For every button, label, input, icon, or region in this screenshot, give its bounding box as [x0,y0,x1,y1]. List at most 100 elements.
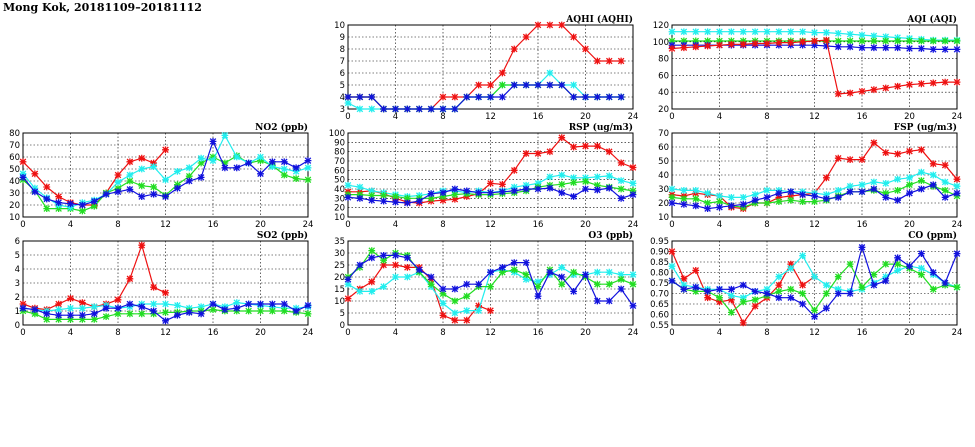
data-point [570,193,578,200]
data-point [870,86,878,94]
data-point [882,194,890,201]
data-point [739,281,747,289]
data-point [126,186,134,193]
data-point [475,280,483,288]
data-point [941,78,949,86]
data-point [162,289,169,297]
chart-title: RSP (ug/m3) [569,122,633,133]
data-point [114,296,122,304]
y-tick-label: 0 [15,321,20,331]
data-point [704,205,712,212]
y-tick-label: 5 [340,309,345,319]
data-point [344,93,352,101]
data-point [906,147,913,155]
data-point [870,32,878,40]
data-point [78,201,86,209]
data-point [498,264,506,271]
data-point [380,252,388,259]
data-point [233,164,241,172]
data-point [605,184,613,192]
data-point [522,276,530,283]
data-point [680,195,688,203]
data-point [692,28,700,36]
data-point [173,302,181,309]
data-point [775,194,783,201]
data-point [716,37,723,45]
x-tick-label: 16 [533,328,544,338]
x-tick-label: 4 [68,328,73,338]
data-point [380,197,388,205]
data-point [929,37,937,45]
data-point [570,143,578,151]
data-point [894,37,902,45]
data-point [534,185,542,193]
x-tick-label: 4 [717,328,722,338]
data-point [605,148,613,156]
data-point [43,316,51,323]
data-point [727,292,735,299]
data-point [811,273,818,281]
data-point [344,276,352,283]
data-point [882,277,890,285]
data-point [102,304,110,312]
y-tick-label: 9 [340,33,345,43]
data-point [811,41,818,49]
data-point [716,285,723,293]
y-tick-label: 0.95 [650,237,669,247]
data-point [834,194,842,201]
data-point [822,191,830,198]
data-point [150,159,158,167]
data-point [917,264,925,272]
y-tick-label: 7 [340,57,345,67]
data-point [751,288,759,295]
data-point [617,285,625,293]
data-point [917,271,925,278]
data-point [463,187,471,195]
series-blue [344,81,625,113]
data-point [487,81,494,89]
data-point [403,273,411,281]
data-point [917,168,925,176]
data-point [380,105,388,113]
y-tick-label: 40 [658,88,669,98]
data-point [280,300,288,308]
x-tick-label: 0 [20,220,25,230]
data-point [822,29,830,36]
data-point [668,185,676,193]
data-point [558,180,566,188]
data-point [534,21,542,29]
y-tick-label: 80 [334,148,345,158]
data-point [570,288,578,295]
data-point [392,261,399,269]
data-point [929,181,937,189]
data-point [668,277,676,285]
data-point [739,28,747,36]
x-tick-label: 24 [628,220,639,230]
data-point [380,283,388,290]
data-point [344,99,352,107]
data-point [67,311,74,319]
data-point [451,297,459,305]
y-tick-label: 120 [653,21,669,31]
data-point [114,188,122,196]
data-point [775,39,783,47]
data-point [138,303,146,311]
data-point [763,40,771,47]
y-tick-label: 8 [340,45,345,55]
data-point [392,252,399,259]
data-point [739,194,747,201]
y-tick-label: 80 [9,129,20,139]
y-tick-label: 0.75 [650,279,669,289]
data-point [558,264,566,271]
data-point [522,271,530,278]
data-point [427,273,435,281]
data-point [43,183,51,191]
data-point [834,30,842,37]
data-point [617,93,625,101]
data-point [882,180,890,187]
data-point [498,81,506,89]
data-point [953,182,961,190]
data-point [138,310,146,318]
data-point [787,294,795,302]
data-point [67,304,74,312]
